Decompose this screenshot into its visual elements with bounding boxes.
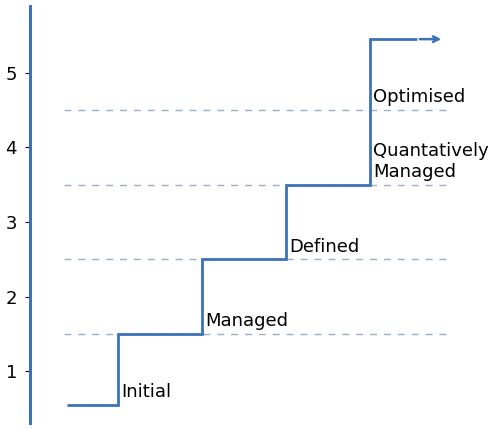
- Text: Initial: Initial: [121, 383, 171, 401]
- Text: Managed: Managed: [205, 312, 288, 330]
- Text: Optimised: Optimised: [374, 88, 466, 106]
- Text: Quantatively
Managed: Quantatively Managed: [374, 142, 489, 181]
- Text: Defined: Defined: [290, 238, 360, 256]
